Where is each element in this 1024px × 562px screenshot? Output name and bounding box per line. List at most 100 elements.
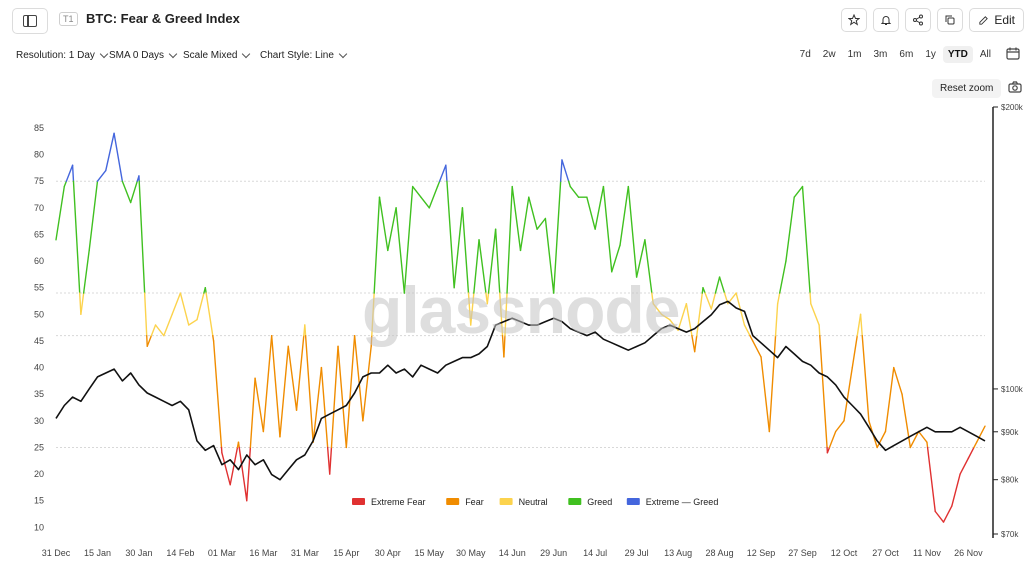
x-tick-label: 29 Jul <box>625 548 649 558</box>
fear-greed-segment <box>146 334 153 347</box>
x-tick-label: 30 May <box>456 548 486 558</box>
fear-greed-segment <box>594 185 605 230</box>
y-tick-label-30: 30 <box>34 416 44 426</box>
fear-greed-segment <box>934 510 945 523</box>
fear-greed-segment <box>453 207 464 289</box>
fear-greed-segment <box>373 196 381 294</box>
fear-greed-segment <box>143 292 148 337</box>
fear-greed-segment <box>768 334 777 433</box>
copy-button[interactable] <box>937 8 964 32</box>
fear-greed-segment <box>793 185 804 198</box>
fear-greed-segment <box>511 185 522 252</box>
fear-greed-segment <box>461 207 470 294</box>
fear-greed-segment <box>238 446 248 502</box>
legend-item-label: Fear <box>465 497 484 507</box>
fear-greed-segment <box>163 313 173 337</box>
fear-greed-segment <box>660 313 671 321</box>
y-tick-label-70: 70 <box>34 203 44 213</box>
fear-greed-segment <box>212 334 215 342</box>
fear-greed-segment <box>254 377 265 433</box>
x-tick-label: 01 Mar <box>208 548 236 558</box>
fear-greed-segment <box>901 393 912 449</box>
range-button-1m[interactable]: 1m <box>847 49 862 60</box>
legend-swatch <box>626 498 640 505</box>
fear-greed-segment <box>154 324 165 337</box>
scale-dropdown[interactable]: Scale Mixed <box>183 49 251 61</box>
sma-dropdown[interactable]: SMA 0 Days <box>109 49 178 61</box>
fear-greed-segment <box>270 334 281 438</box>
fear-greed-segment <box>88 180 99 252</box>
scale-label: Scale Mixed <box>183 50 238 61</box>
fear-greed-segment <box>536 217 547 230</box>
fear-greed-segment <box>80 292 85 316</box>
range-button-2w[interactable]: 2w <box>822 49 836 60</box>
fear-greed-segment <box>627 185 638 278</box>
fear-greed-segment <box>752 340 762 358</box>
x-tick-label: 26 Nov <box>954 548 983 558</box>
fear-greed-segment <box>976 425 986 443</box>
chart-style-dropdown[interactable]: Chart Style: Line <box>260 49 348 61</box>
legend-swatch <box>568 498 582 505</box>
favorite-button[interactable] <box>841 8 868 32</box>
y-tick-label-10: 10 <box>34 522 44 532</box>
fear-greed-segment <box>330 345 339 449</box>
fear-greed-segment <box>96 169 107 182</box>
y-tick-label-35: 35 <box>34 389 44 399</box>
share-button[interactable] <box>905 8 932 32</box>
reset-zoom-button[interactable]: Reset zoom <box>932 79 1002 98</box>
fear-greed-segment <box>329 446 333 475</box>
fear-greed-segment <box>65 164 74 182</box>
page-title: BTC: Fear & Greed Index <box>86 11 240 26</box>
range-button-1y[interactable]: 1y <box>925 49 936 60</box>
resolution-dropdown[interactable]: Resolution: 1 Day <box>16 49 109 61</box>
fear-greed-segment <box>171 292 182 316</box>
range-button-3m[interactable]: 3m <box>873 49 888 60</box>
y-tick-label-40: 40 <box>34 363 44 373</box>
fear-greed-segment <box>113 132 124 182</box>
alert-button[interactable] <box>873 8 900 32</box>
fear-greed-segment <box>63 180 68 188</box>
fear-greed-segment <box>150 324 157 337</box>
legend-swatch <box>499 498 513 505</box>
range-button-7d[interactable]: 7d <box>799 49 811 60</box>
range-button-6m[interactable]: 6m <box>899 49 914 60</box>
fear-greed-segment <box>619 185 630 246</box>
fear-greed-segment <box>445 164 448 182</box>
fear-greed-segment <box>843 366 853 422</box>
right-tick-label: $200k <box>1001 103 1024 112</box>
fear-greed-segment <box>528 196 538 230</box>
right-tick-label: $80k <box>1001 476 1019 485</box>
fear-greed-segment <box>909 430 920 449</box>
fear-greed-segment <box>249 377 256 449</box>
fear-greed-segment <box>702 287 706 294</box>
fear-greed-segment <box>861 334 870 422</box>
fear-greed-segment <box>179 292 190 326</box>
fear-greed-segment <box>212 340 223 449</box>
fear-greed-segment <box>644 239 653 294</box>
fear-greed-segment <box>743 324 751 337</box>
sidebar-toggle-button[interactable] <box>12 8 48 34</box>
fear-greed-segment <box>55 185 65 241</box>
calendar-icon[interactable] <box>1006 47 1020 60</box>
fear-greed-segment <box>506 185 513 294</box>
fear-greed-segment <box>370 334 373 347</box>
fear-greed-segment <box>810 303 820 326</box>
sidebar-toggle-icon <box>23 15 37 27</box>
range-button-all[interactable]: All <box>979 49 991 60</box>
star-icon <box>848 14 861 26</box>
fear-greed-segment <box>749 334 754 342</box>
fear-greed-segment <box>973 441 978 449</box>
sma-label: SMA 0 Days <box>109 50 165 61</box>
resolution-label: Resolution: 1 Day <box>16 50 95 61</box>
fear-greed-segment <box>884 366 895 433</box>
fear-greed-segment <box>559 159 563 182</box>
range-button-ytd[interactable]: YTD <box>942 46 973 63</box>
fear-greed-segment <box>487 228 497 294</box>
fear-greed-line <box>55 132 986 523</box>
camera-icon[interactable] <box>1008 81 1022 93</box>
fear-greed-segment <box>387 207 397 252</box>
fear-greed-segment <box>121 180 132 204</box>
fear-greed-segment <box>818 324 821 337</box>
fear-greed-segment <box>696 292 703 337</box>
